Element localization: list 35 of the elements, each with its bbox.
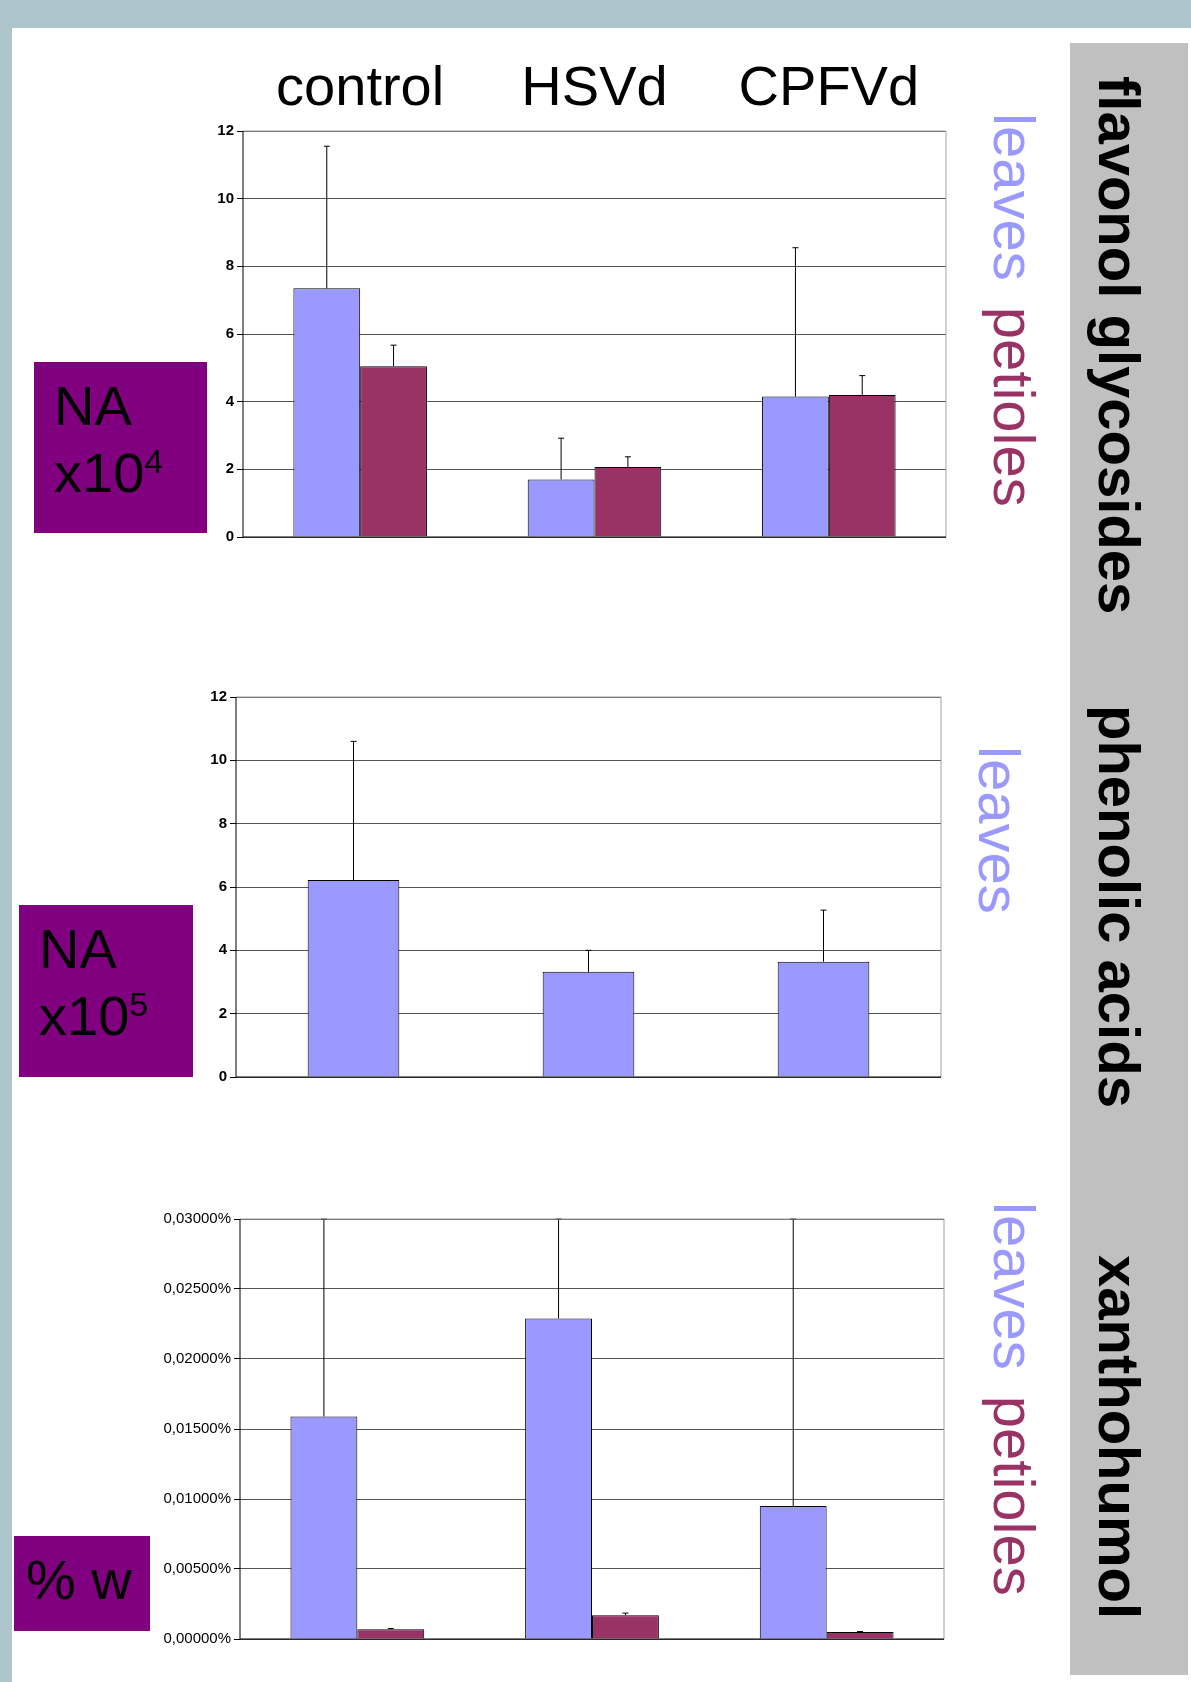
y-axis-title: NA x10$^{4}$ <box>34 362 207 533</box>
text: petioles <box>982 306 1047 507</box>
y-tick-label: 6 <box>225 324 234 342</box>
y-tick-label: 8 <box>225 256 234 274</box>
y-tick-label: 0,00500% <box>163 1559 231 1577</box>
text: petioles <box>982 1395 1047 1596</box>
y-tick-label: 0 <box>225 527 234 545</box>
y-tick-label: 0,02500% <box>163 1279 231 1297</box>
y2-axis-title: phenolic acids <box>1087 704 1152 1108</box>
y-tick-label: 0 <box>218 1067 227 1085</box>
text: leaves <box>982 113 1047 281</box>
x-tick-label: CPFVd <box>738 53 920 117</box>
y-tick-label: 12 <box>210 687 227 705</box>
y-tick-label: 4 <box>218 940 228 958</box>
x-tick-label: control <box>276 53 445 117</box>
y-tick-label: 2 <box>225 459 234 477</box>
y-tick-label: 6 <box>218 877 227 895</box>
y2-axis-title: xanthohumol <box>1087 1255 1152 1620</box>
y2-axis-title: flavonol glycosides <box>1087 76 1152 615</box>
y-tick-label: 0,02000% <box>163 1349 231 1367</box>
y-tick-label: 0,01000% <box>163 1489 231 1507</box>
y-tick-label: 2 <box>218 1003 227 1021</box>
y-axis-title: % w <box>14 1536 150 1631</box>
y-tick-label: 4 <box>225 391 235 409</box>
y-axis-title: NA x10$^{5}$ <box>19 905 193 1077</box>
text: leaves <box>982 1202 1047 1370</box>
y-tick-label: 0,03000% <box>163 1209 231 1227</box>
y-tick-label: 10 <box>217 188 234 206</box>
x-tick-label: HSVd <box>521 53 668 117</box>
text: leaves <box>967 746 1032 914</box>
y-tick-label: 12 <box>217 121 234 139</box>
y-tick-label: 10 <box>210 750 227 768</box>
y-tick-label: 0,00000% <box>163 1629 231 1647</box>
y-tick-label: 8 <box>218 813 227 831</box>
y-tick-label: 0,01500% <box>163 1419 231 1437</box>
